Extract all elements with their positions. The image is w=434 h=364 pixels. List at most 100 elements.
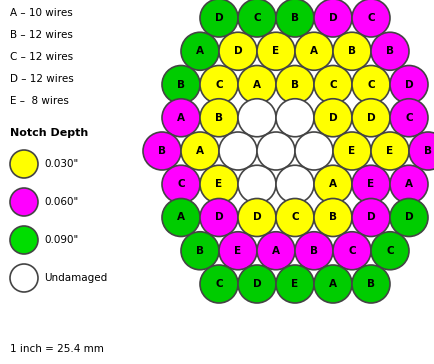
- Circle shape: [295, 232, 333, 270]
- Text: C – 12 wires: C – 12 wires: [10, 52, 73, 62]
- Text: C: C: [405, 113, 413, 123]
- Circle shape: [238, 99, 276, 137]
- Circle shape: [200, 0, 238, 37]
- Text: E: E: [386, 146, 394, 156]
- Text: B: B: [291, 13, 299, 23]
- Text: D: D: [404, 79, 413, 90]
- Circle shape: [200, 198, 238, 237]
- Circle shape: [219, 132, 257, 170]
- Circle shape: [219, 232, 257, 270]
- Text: B: B: [310, 246, 318, 256]
- Text: D: D: [367, 113, 375, 123]
- Text: B: B: [196, 246, 204, 256]
- Circle shape: [295, 132, 333, 170]
- Circle shape: [276, 66, 314, 103]
- Circle shape: [390, 66, 428, 103]
- Text: C: C: [177, 179, 185, 189]
- Text: D: D: [367, 213, 375, 222]
- Text: C: C: [329, 79, 337, 90]
- Text: D: D: [215, 213, 224, 222]
- Circle shape: [314, 265, 352, 303]
- Text: C: C: [348, 246, 356, 256]
- Circle shape: [295, 32, 333, 70]
- Text: A: A: [272, 246, 280, 256]
- Circle shape: [390, 165, 428, 203]
- Text: A: A: [405, 179, 413, 189]
- Circle shape: [143, 132, 181, 170]
- Circle shape: [257, 232, 295, 270]
- Circle shape: [238, 165, 276, 203]
- Text: C: C: [386, 246, 394, 256]
- Circle shape: [238, 66, 276, 103]
- Text: A: A: [329, 179, 337, 189]
- Text: C: C: [367, 13, 375, 23]
- Circle shape: [409, 132, 434, 170]
- Circle shape: [352, 198, 390, 237]
- Circle shape: [352, 165, 390, 203]
- Text: 0.090": 0.090": [44, 235, 78, 245]
- Circle shape: [352, 0, 390, 37]
- Text: A: A: [329, 279, 337, 289]
- Text: B: B: [386, 46, 394, 56]
- Text: E: E: [273, 46, 279, 56]
- Circle shape: [314, 66, 352, 103]
- Text: C: C: [215, 279, 223, 289]
- Circle shape: [10, 226, 38, 254]
- Circle shape: [352, 265, 390, 303]
- Circle shape: [162, 66, 200, 103]
- Text: B: B: [158, 146, 166, 156]
- Text: E: E: [234, 246, 242, 256]
- Circle shape: [162, 165, 200, 203]
- Circle shape: [352, 99, 390, 137]
- Text: D: D: [233, 46, 242, 56]
- Circle shape: [276, 99, 314, 137]
- Circle shape: [10, 188, 38, 216]
- Text: B – 12 wires: B – 12 wires: [10, 30, 73, 40]
- Circle shape: [371, 32, 409, 70]
- Circle shape: [257, 132, 295, 170]
- Text: B: B: [367, 279, 375, 289]
- Circle shape: [314, 198, 352, 237]
- Circle shape: [371, 132, 409, 170]
- Text: 0.060": 0.060": [44, 197, 78, 207]
- Text: A – 10 wires: A – 10 wires: [10, 8, 73, 18]
- Circle shape: [200, 165, 238, 203]
- Text: D – 12 wires: D – 12 wires: [10, 74, 74, 84]
- Circle shape: [314, 99, 352, 137]
- Circle shape: [10, 264, 38, 292]
- Circle shape: [390, 99, 428, 137]
- Circle shape: [276, 198, 314, 237]
- Text: Notch Depth: Notch Depth: [10, 128, 88, 138]
- Text: D: D: [329, 113, 337, 123]
- Circle shape: [219, 32, 257, 70]
- Text: A: A: [177, 213, 185, 222]
- Circle shape: [333, 232, 371, 270]
- Circle shape: [238, 265, 276, 303]
- Circle shape: [314, 165, 352, 203]
- Text: D: D: [253, 279, 261, 289]
- Text: E: E: [215, 179, 223, 189]
- Text: B: B: [215, 113, 223, 123]
- Circle shape: [314, 0, 352, 37]
- Text: D: D: [215, 13, 224, 23]
- Circle shape: [352, 66, 390, 103]
- Text: B: B: [329, 213, 337, 222]
- Text: D: D: [253, 213, 261, 222]
- Text: B: B: [177, 79, 185, 90]
- Circle shape: [181, 232, 219, 270]
- Circle shape: [257, 32, 295, 70]
- Text: B: B: [424, 146, 432, 156]
- Text: B: B: [291, 79, 299, 90]
- Circle shape: [333, 132, 371, 170]
- Circle shape: [200, 99, 238, 137]
- Text: A: A: [310, 46, 318, 56]
- Circle shape: [276, 0, 314, 37]
- Text: E: E: [368, 179, 375, 189]
- Circle shape: [181, 132, 219, 170]
- Text: Undamaged: Undamaged: [44, 273, 107, 283]
- Circle shape: [181, 32, 219, 70]
- Circle shape: [238, 198, 276, 237]
- Text: D: D: [329, 13, 337, 23]
- Circle shape: [276, 265, 314, 303]
- Text: B: B: [348, 46, 356, 56]
